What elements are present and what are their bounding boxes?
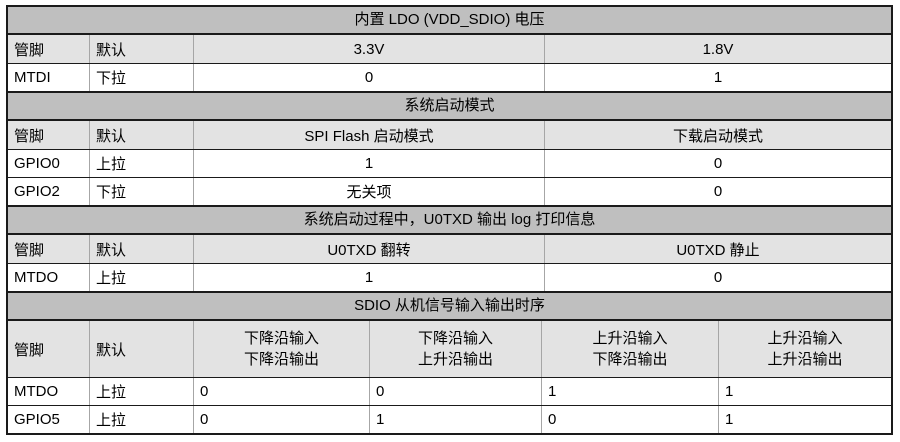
col-header-fall-in-rise-out: 下降沿输入 上升沿输出 bbox=[370, 321, 542, 377]
default-cell: 下拉 bbox=[90, 64, 194, 91]
col-header-txd-silent: U0TXD 静止 bbox=[545, 235, 891, 263]
value-cell: 0 bbox=[545, 150, 891, 177]
section-sdio-timing: SDIO 从机信号输入输出时序 管脚 默认 下降沿输入 下降沿输出 下降沿输入 … bbox=[8, 291, 891, 433]
section-title: 内置 LDO (VDD_SDIO) 电压 bbox=[8, 7, 891, 35]
pin-cell: MTDO bbox=[8, 264, 90, 291]
col-header-download: 下载启动模式 bbox=[545, 121, 891, 149]
header-row: 管脚 默认 U0TXD 翻转 U0TXD 静止 bbox=[8, 235, 891, 263]
col-header-default: 默认 bbox=[90, 121, 194, 149]
section-title: SDIO 从机信号输入输出时序 bbox=[8, 293, 891, 321]
section-ldo-voltage: 内置 LDO (VDD_SDIO) 电压 管脚 默认 3.3V 1.8V MTD… bbox=[8, 7, 891, 91]
section-title: 系统启动过程中，U0TXD 输出 log 打印信息 bbox=[8, 207, 891, 235]
pin-cell: GPIO2 bbox=[8, 178, 90, 205]
col-header-default: 默认 bbox=[90, 235, 194, 263]
col-header-fall-in-fall-out: 下降沿输入 下降沿输出 bbox=[194, 321, 370, 377]
section-uart-log: 系统启动过程中，U0TXD 输出 log 打印信息 管脚 默认 U0TXD 翻转… bbox=[8, 205, 891, 291]
strapping-pins-table: 内置 LDO (VDD_SDIO) 电压 管脚 默认 3.3V 1.8V MTD… bbox=[6, 5, 893, 435]
col-header-pin: 管脚 bbox=[8, 35, 90, 63]
col-header-rise-in-rise-out: 上升沿输入 上升沿输出 bbox=[719, 321, 891, 377]
value-cell: 0 bbox=[194, 64, 545, 91]
col-header-default: 默认 bbox=[90, 321, 194, 377]
value-cell: 无关项 bbox=[194, 178, 545, 205]
value-cell: 1 bbox=[719, 406, 891, 433]
section-title: 系统启动模式 bbox=[8, 93, 891, 121]
value-cell: 1 bbox=[545, 64, 891, 91]
value-cell: 1 bbox=[194, 150, 545, 177]
value-cell: 1 bbox=[719, 378, 891, 405]
pin-cell: MTDI bbox=[8, 64, 90, 91]
col-header-pin: 管脚 bbox=[8, 121, 90, 149]
value-cell: 1 bbox=[542, 378, 719, 405]
default-cell: 上拉 bbox=[90, 150, 194, 177]
col-header-rise-in-fall-out: 上升沿输入 下降沿输出 bbox=[542, 321, 719, 377]
default-cell: 上拉 bbox=[90, 264, 194, 291]
pin-cell: GPIO0 bbox=[8, 150, 90, 177]
col-header-3v3: 3.3V bbox=[194, 35, 545, 63]
table-row: GPIO0 上拉 1 0 bbox=[8, 149, 891, 177]
table-row: MTDO 上拉 1 0 bbox=[8, 263, 891, 291]
col-header-txd-toggle: U0TXD 翻转 bbox=[194, 235, 545, 263]
value-cell: 1 bbox=[194, 264, 545, 291]
col-header-pin: 管脚 bbox=[8, 321, 90, 377]
col-header-default: 默认 bbox=[90, 35, 194, 63]
pin-cell: MTDO bbox=[8, 378, 90, 405]
value-cell: 1 bbox=[370, 406, 542, 433]
value-cell: 0 bbox=[545, 178, 891, 205]
table-row: GPIO5 上拉 0 1 0 1 bbox=[8, 405, 891, 433]
default-cell: 上拉 bbox=[90, 378, 194, 405]
table-row: MTDI 下拉 0 1 bbox=[8, 63, 891, 91]
value-cell: 0 bbox=[194, 378, 370, 405]
value-cell: 0 bbox=[194, 406, 370, 433]
pin-cell: GPIO5 bbox=[8, 406, 90, 433]
header-row: 管脚 默认 下降沿输入 下降沿输出 下降沿输入 上升沿输出 上升沿输入 下降沿输… bbox=[8, 321, 891, 377]
table-row: GPIO2 下拉 无关项 0 bbox=[8, 177, 891, 205]
value-cell: 0 bbox=[370, 378, 542, 405]
col-header-1v8: 1.8V bbox=[545, 35, 891, 63]
section-boot-mode: 系统启动模式 管脚 默认 SPI Flash 启动模式 下载启动模式 GPIO0… bbox=[8, 91, 891, 205]
header-row: 管脚 默认 SPI Flash 启动模式 下载启动模式 bbox=[8, 121, 891, 149]
value-cell: 0 bbox=[542, 406, 719, 433]
default-cell: 上拉 bbox=[90, 406, 194, 433]
header-row: 管脚 默认 3.3V 1.8V bbox=[8, 35, 891, 63]
col-header-pin: 管脚 bbox=[8, 235, 90, 263]
default-cell: 下拉 bbox=[90, 178, 194, 205]
table-row: MTDO 上拉 0 0 1 1 bbox=[8, 377, 891, 405]
col-header-spi-boot: SPI Flash 启动模式 bbox=[194, 121, 545, 149]
value-cell: 0 bbox=[545, 264, 891, 291]
